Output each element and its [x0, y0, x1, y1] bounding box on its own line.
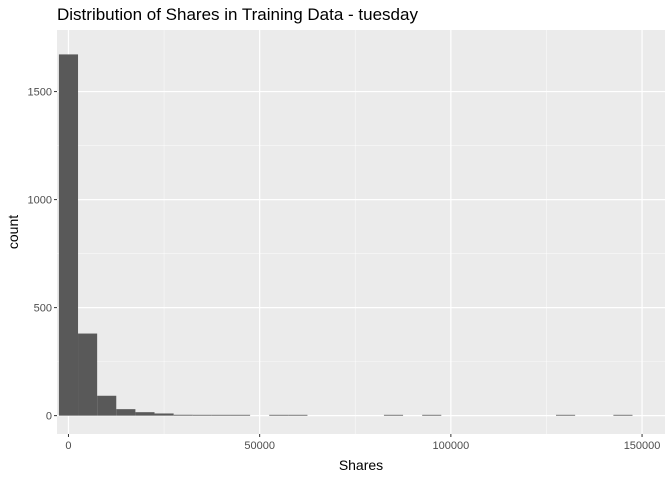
- y-tick-label: 500: [34, 303, 52, 315]
- histogram-bar: [97, 395, 117, 416]
- y-axis: 0 500 1000 1500: [28, 87, 57, 423]
- histogram-bar: [58, 54, 79, 416]
- histogram-bar: [556, 414, 576, 416]
- x-tick-label: 150000: [624, 440, 661, 452]
- x-tick-label: 0: [65, 440, 71, 452]
- x-axis-title: Shares: [339, 457, 383, 473]
- y-tick-label: 1000: [28, 195, 52, 207]
- histogram-bar: [269, 414, 289, 416]
- y-tick-label: 0: [46, 411, 52, 423]
- histogram-bar: [211, 414, 231, 416]
- histogram-bar: [154, 413, 174, 416]
- x-axis: 0 50000 100000 150000: [65, 434, 660, 452]
- y-axis-title: count: [5, 215, 21, 249]
- histogram-bar: [135, 412, 155, 416]
- histogram-bars: [58, 54, 633, 416]
- histogram-bar: [288, 414, 308, 416]
- x-tick-label: 50000: [244, 440, 275, 452]
- histogram-bar: [230, 414, 251, 416]
- histogram-bar: [78, 333, 98, 416]
- histogram-bar: [173, 414, 193, 416]
- histogram-bar: [422, 414, 442, 416]
- histogram-bar: [192, 414, 212, 416]
- plot-panel: [57, 30, 665, 434]
- y-tick-label: 1500: [28, 87, 52, 99]
- x-tick-label: 100000: [433, 440, 470, 452]
- histogram-bar: [116, 409, 136, 416]
- minor-gridlines: [57, 30, 665, 434]
- histogram-bar: [383, 414, 404, 416]
- histogram-bar: [613, 414, 633, 416]
- chart-title: Distribution of Shares in Training Data …: [57, 5, 418, 24]
